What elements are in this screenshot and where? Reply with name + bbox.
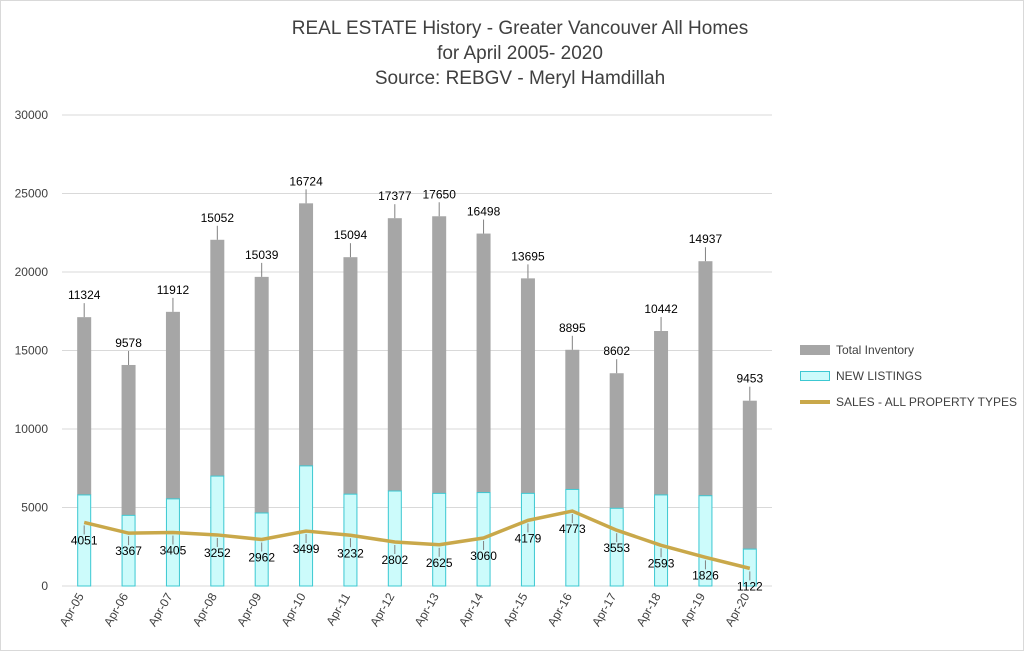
x-tick-label: Apr-16: [545, 590, 575, 628]
y-tick-label: 0: [41, 579, 48, 593]
inventory-bar: [77, 317, 92, 495]
inventory-bar: [520, 278, 535, 494]
x-tick-label: Apr-20: [722, 590, 752, 628]
inventory-bar: [609, 373, 624, 509]
y-tick-label: 15000: [15, 344, 49, 358]
inventory-data-label: 8895: [559, 321, 586, 335]
listings-bar: [432, 492, 447, 587]
y-tick-label: 10000: [15, 422, 49, 436]
inventory-data-label: 11912: [157, 283, 190, 297]
inventory-data-label: 9453: [736, 372, 763, 386]
x-tick-label: Apr-08: [190, 590, 220, 628]
x-tick-label: Apr-07: [145, 590, 175, 628]
listings-bar: [654, 494, 669, 587]
inventory-data-label: 16498: [467, 205, 501, 219]
inventory-data-label: 15039: [245, 248, 279, 262]
legend-swatch-inventory: [800, 345, 830, 355]
inventory-bar: [343, 257, 358, 495]
sales-data-label: 4179: [515, 531, 542, 545]
x-tick-label: Apr-13: [412, 590, 442, 628]
inventory-data-label: 9578: [115, 336, 142, 350]
sales-data-label: 3405: [160, 544, 187, 558]
legend-item-listings: NEW LISTINGS: [800, 363, 1017, 389]
inventory-data-label: 14937: [689, 232, 723, 246]
chart-title-line-1: REAL ESTATE History - Greater Vancouver …: [291, 18, 749, 39]
sales-line: [83, 509, 751, 571]
inventory-data-label: 10442: [644, 302, 678, 316]
inventory-data-label: 13695: [511, 249, 545, 263]
chart-title-line-3: Source: REBGV - Meryl Hamdillah: [374, 68, 666, 89]
listings-bar: [565, 488, 580, 587]
x-tick-label: Apr-14: [456, 590, 486, 628]
inventory-data-label: 17377: [378, 189, 412, 203]
sales-data-label: 4051: [71, 533, 98, 547]
sales-data-label: 2593: [648, 556, 675, 570]
sales-data-label: 3252: [204, 546, 231, 560]
legend-label-sales: SALES - ALL PROPERTY TYPES: [836, 395, 1017, 409]
y-tick-label: 30000: [15, 108, 49, 122]
y-tick-label: 25000: [15, 187, 49, 201]
legend-label-listings: NEW LISTINGS: [836, 369, 923, 383]
x-tick-label: Apr-11: [323, 590, 353, 628]
listings-bar: [299, 465, 314, 587]
inventory-bar: [210, 239, 225, 477]
inventory-bar: [432, 216, 447, 494]
inventory-data-label: 16724: [289, 174, 323, 188]
chart-title-line-2: for April 2005- 2020: [437, 43, 603, 64]
inventory-bar: [565, 349, 580, 490]
inventory-bar: [165, 311, 180, 499]
sales-data-label: 2625: [426, 556, 453, 570]
inventory-data-label: 17650: [423, 187, 457, 201]
sales-data-label: 1826: [692, 568, 719, 582]
x-tick-label: Apr-15: [500, 590, 530, 628]
sales-data-label: 4773: [559, 522, 586, 536]
legend-swatch-listings: [800, 371, 830, 381]
sales-data-label: 3232: [337, 546, 364, 560]
listings-bar: [520, 492, 535, 587]
legend-label-inventory: Total Inventory: [836, 343, 915, 357]
sales-data-label: 3367: [115, 544, 142, 558]
y-tick-label: 5000: [21, 501, 48, 515]
sales-data-label: 3499: [293, 542, 320, 556]
x-tick-label: Apr-17: [589, 590, 619, 628]
inventory-bar: [387, 218, 402, 492]
legend-item-sales: SALES - ALL PROPERTY TYPES: [800, 389, 1017, 415]
chart-legend: Total Inventory NEW LISTINGS SALES - ALL…: [800, 337, 1017, 415]
inventory-bar: [698, 261, 713, 496]
inventory-bar: [476, 233, 491, 493]
inventory-bar: [254, 276, 269, 513]
inventory-bar: [299, 203, 314, 466]
legend-item-inventory: Total Inventory: [800, 337, 1017, 363]
listings-bar: [210, 475, 225, 587]
legend-swatch-sales: [800, 400, 830, 404]
sales-data-label: 3553: [603, 541, 630, 555]
chart-title: REAL ESTATE History - Greater Vancouver …: [140, 16, 900, 91]
x-tick-label: Apr-06: [101, 590, 131, 628]
x-tick-label: Apr-12: [367, 590, 397, 628]
x-tick-label: Apr-09: [234, 590, 264, 628]
inventory-bar: [121, 364, 136, 516]
inventory-bar: [654, 331, 669, 495]
sales-data-label: 3060: [470, 549, 497, 563]
inventory-bar: [742, 400, 757, 550]
listings-bar: [387, 490, 402, 587]
sales-data-label: 2802: [381, 553, 408, 567]
inventory-data-label: 15094: [334, 228, 368, 242]
y-tick-label: 20000: [15, 265, 49, 279]
inventory-data-label: 8602: [603, 344, 630, 358]
listings-bar: [698, 495, 713, 587]
x-tick-label: Apr-19: [678, 590, 708, 628]
inventory-data-label: 11324: [68, 288, 101, 302]
inventory-data-label: 15052: [201, 211, 235, 225]
x-tick-label: Apr-05: [57, 590, 87, 628]
sales-data-label: 1122: [737, 579, 763, 593]
sales-data-label: 2962: [248, 550, 275, 564]
x-tick-label: Apr-18: [634, 590, 664, 628]
x-tick-label: Apr-10: [279, 590, 309, 628]
listings-bar: [77, 494, 92, 587]
